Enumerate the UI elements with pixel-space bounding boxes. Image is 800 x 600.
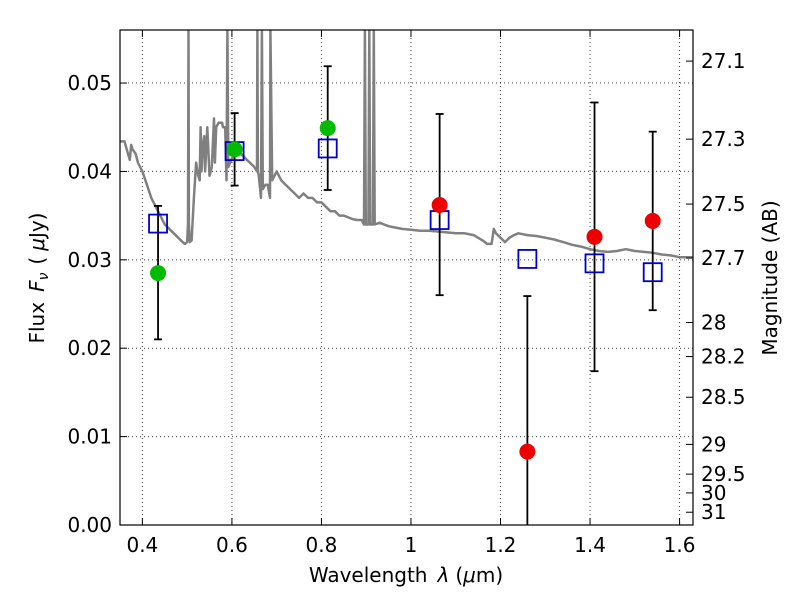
x-tick-label: 1.6	[664, 533, 696, 557]
model-square	[148, 213, 168, 234]
y-tick-label: 0.02	[67, 336, 112, 360]
x-tick-label: 0.6	[216, 533, 248, 557]
y-axis-title: FluxFν(μJy)	[25, 212, 52, 343]
green-point	[226, 141, 243, 158]
x-tick-label: 0.4	[126, 533, 158, 557]
spectrum-line	[120, 30, 693, 259]
y-tick-label: 0.04	[67, 159, 112, 183]
red-point	[644, 212, 661, 229]
x-tick-label: 1.4	[574, 533, 606, 557]
y2-tick-label: 28	[701, 311, 726, 335]
model-square	[584, 253, 605, 274]
red-point	[519, 443, 536, 460]
model-square	[317, 138, 338, 159]
green-point	[150, 265, 167, 282]
model-square	[517, 249, 538, 269]
y-tick-label: 0.01	[67, 425, 112, 449]
x-tick-label: 1	[405, 533, 418, 557]
y2-tick-label: 27.5	[701, 192, 746, 216]
y2-tick-label: 29.5	[701, 462, 746, 486]
y2-tick-label: 28.2	[701, 345, 746, 369]
grid-layer	[120, 30, 693, 526]
y2-tick-label: 27.3	[701, 127, 746, 151]
errorbar-layer	[154, 65, 657, 525]
y2-tick-label: 27.7	[701, 246, 746, 270]
x-tick-label: 1.2	[485, 533, 517, 557]
y2-axis-title: Magnitude (AB)	[758, 200, 782, 355]
y2-tick-label: 27.1	[701, 49, 746, 73]
spectrum-layer	[120, 30, 693, 259]
tick-layer: 0.4 0.6 0.8 1 1.2 1.4 1.6 0.00 0.01 0.02 0.03 0.04 0…	[67, 30, 746, 557]
model-square	[642, 262, 663, 283]
y2-tick-label: 28.5	[701, 385, 746, 409]
y-tick-label: 0.00	[67, 513, 112, 537]
y-tick-label: 0.03	[67, 248, 112, 272]
red-point	[586, 228, 603, 245]
y2-tick-label: 29	[701, 432, 726, 456]
y2-tick-label: 30	[701, 481, 726, 505]
green-point	[319, 120, 336, 137]
x-axis-title: Wavelength λ (μm)	[309, 563, 503, 587]
marker-layer	[148, 120, 663, 460]
red-point	[431, 197, 448, 214]
y-tick-label: 0.05	[67, 71, 112, 95]
x-tick-label: 0.8	[306, 533, 338, 557]
y2-tick-label: 31	[701, 500, 726, 524]
plot-frame	[119, 29, 694, 526]
